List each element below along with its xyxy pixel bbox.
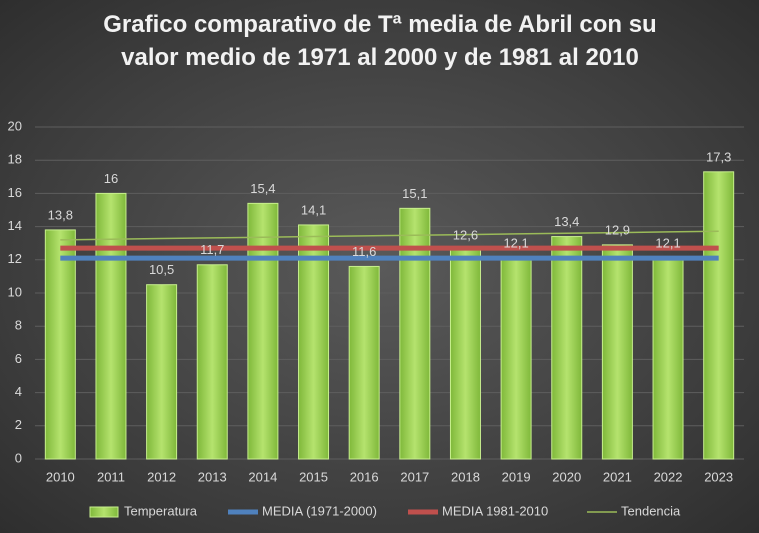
data-label: 13,8: [48, 207, 73, 222]
legend-label: Temperatura: [124, 503, 198, 518]
legend-swatch: [89, 506, 119, 518]
x-tick-label: 2013: [198, 469, 227, 484]
data-label: 10,5: [149, 262, 174, 277]
data-label: 11,7: [200, 242, 224, 257]
bar: [703, 171, 735, 460]
legend-label: MEDIA 1981-2010: [442, 503, 548, 518]
data-label: 15,1: [402, 186, 427, 201]
data-label: 12,1: [655, 236, 680, 251]
y-tick-label: 2: [15, 417, 22, 432]
data-label: 13,4: [554, 214, 579, 229]
data-label: 12,9: [605, 222, 630, 237]
legend-label: Tendencia: [621, 503, 681, 518]
y-tick-label: 10: [8, 284, 22, 299]
y-tick-label: 0: [15, 450, 22, 465]
x-tick-label: 2015: [299, 469, 328, 484]
bar: [95, 192, 127, 460]
y-tick-label: 6: [15, 351, 22, 366]
y-tick-label: 14: [8, 218, 22, 233]
bar: [449, 249, 481, 460]
y-tick-label: 16: [8, 185, 22, 200]
data-label: 16: [104, 171, 118, 186]
y-tick-label: 4: [15, 384, 22, 399]
bar: [146, 284, 178, 460]
data-label: 11,6: [352, 244, 376, 259]
x-tick-label: 2011: [97, 469, 125, 484]
bar: [500, 257, 532, 460]
bar: [551, 236, 583, 460]
bar: [247, 202, 279, 460]
x-tick-label: 2012: [147, 469, 176, 484]
x-tick-label: 2019: [502, 469, 531, 484]
data-label: 12,1: [503, 236, 528, 251]
y-tick-label: 8: [15, 318, 22, 333]
bar: [652, 257, 684, 460]
data-label: 17,3: [706, 149, 731, 164]
x-tick-label: 2020: [552, 469, 581, 484]
x-tick-label: 2018: [451, 469, 480, 484]
chart-title: Grafico comparativo de Tª media de Abril…: [103, 11, 657, 71]
bar: [44, 229, 76, 460]
series-line: [60, 230, 719, 241]
bar: [601, 244, 633, 460]
bar: [196, 264, 228, 460]
data-label: 15,4: [250, 181, 275, 196]
data-label: 14,1: [301, 202, 326, 217]
y-tick-label: 20: [8, 118, 22, 133]
data-label: 12,6: [453, 227, 478, 242]
x-tick-label: 2022: [654, 469, 683, 484]
x-tick-label: 2023: [704, 469, 733, 484]
x-tick-label: 2010: [46, 469, 75, 484]
y-tick-label: 18: [8, 152, 22, 167]
y-tick-label: 12: [8, 251, 22, 266]
bar: [298, 224, 330, 460]
bar: [348, 265, 380, 460]
x-tick-label: 2021: [603, 469, 632, 484]
x-tick-label: 2016: [350, 469, 379, 484]
x-tick-label: 2014: [248, 469, 277, 484]
legend-label: MEDIA (1971-2000): [262, 503, 377, 518]
x-tick-label: 2017: [400, 469, 429, 484]
